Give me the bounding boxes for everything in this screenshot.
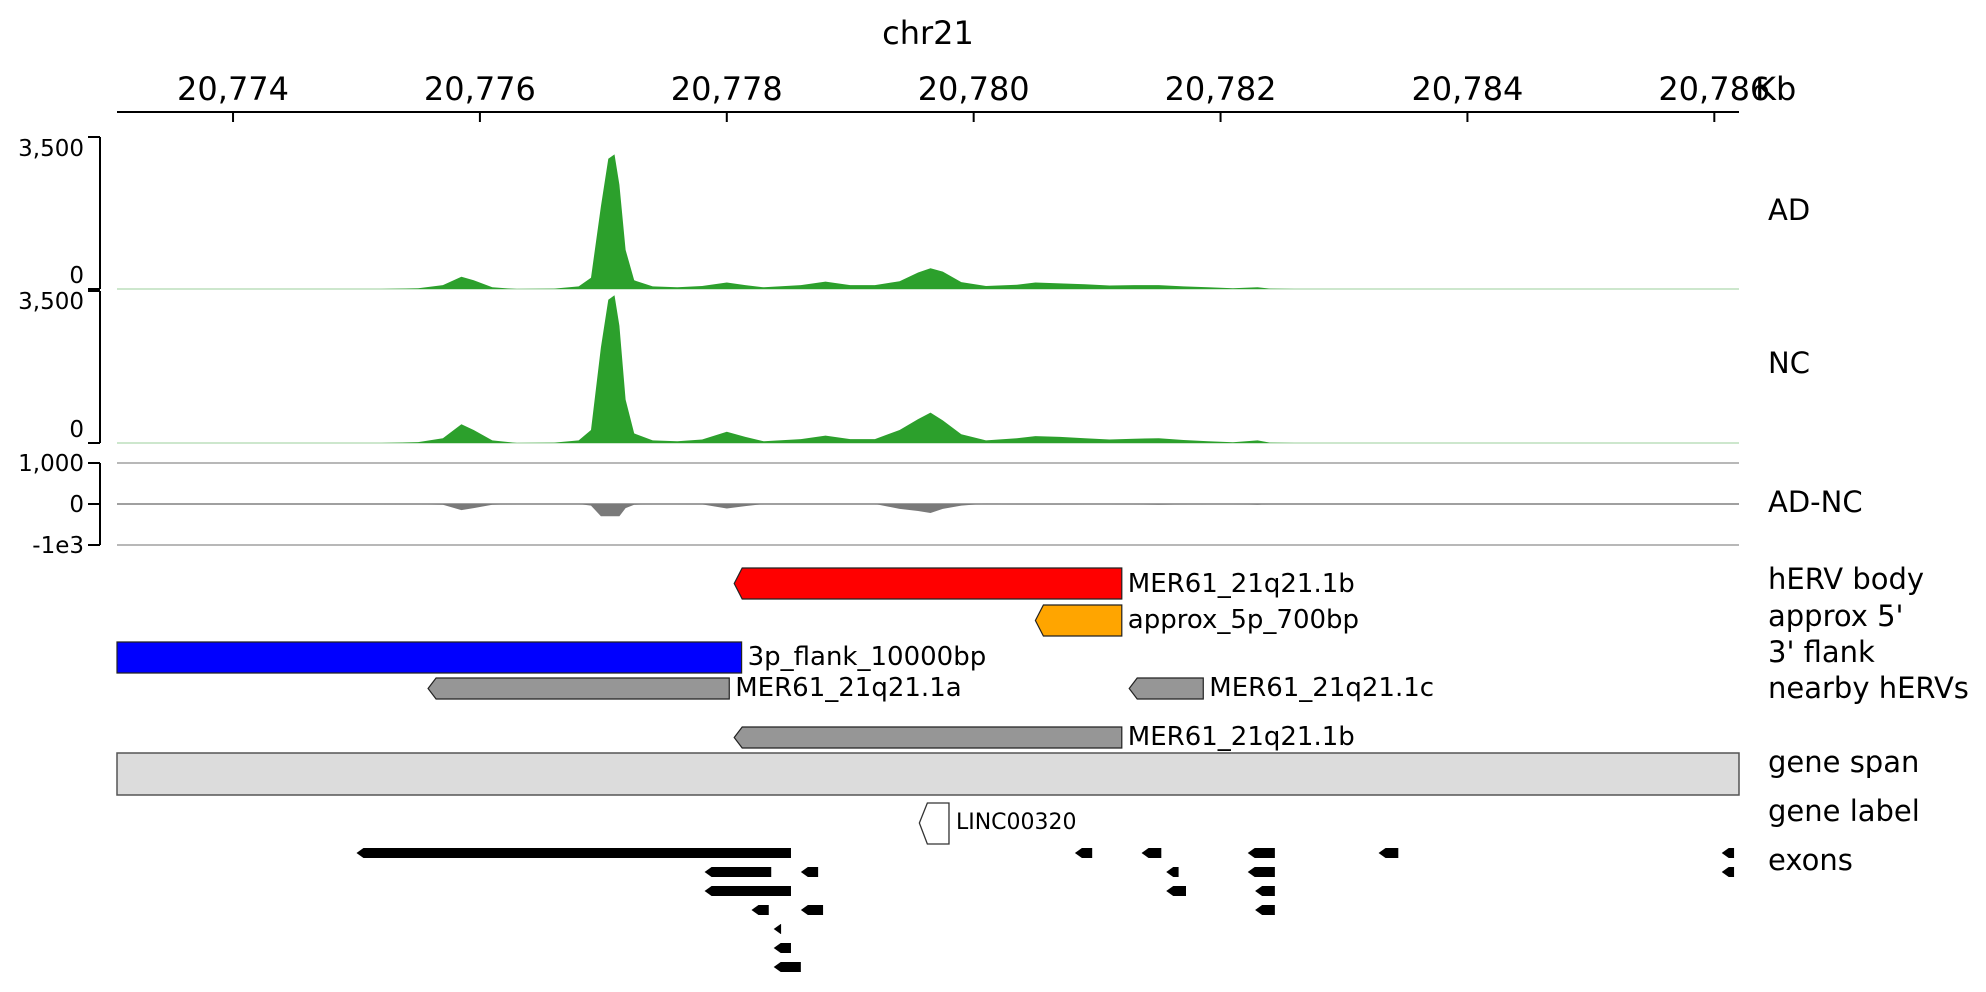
x-tick-label: 20,776 bbox=[424, 70, 536, 108]
herv-body-feature-label: MER61_21q21.1b bbox=[1128, 569, 1355, 599]
exon-block bbox=[751, 905, 769, 915]
exon-block bbox=[1247, 848, 1275, 858]
x-axis-unit: Kb bbox=[1755, 70, 1796, 108]
exon-block bbox=[773, 924, 782, 934]
nc-y-max-label: 3,500 bbox=[18, 289, 84, 315]
nearby-herv-feature-label: MER61_21q21.1b bbox=[1128, 722, 1355, 752]
diff-track-label: AD-NC bbox=[1768, 485, 1863, 519]
approx5-feature bbox=[1034, 604, 1123, 637]
exon-block bbox=[1166, 867, 1179, 877]
nc-coverage-area bbox=[117, 295, 1739, 443]
diff-coverage-area bbox=[117, 503, 1739, 517]
nearby-herv-feature-label: MER61_21q21.1a bbox=[735, 673, 961, 703]
exon-block bbox=[1378, 848, 1399, 858]
ad-track: 3,500 0 AD bbox=[18, 136, 1810, 290]
exon-block bbox=[704, 886, 791, 896]
flank3-feature bbox=[116, 641, 743, 674]
herv-body-track-label: hERV body bbox=[1768, 562, 1924, 596]
x-tick-label: 20,780 bbox=[918, 70, 1030, 108]
exon-block bbox=[1721, 848, 1735, 858]
exon-track bbox=[356, 848, 1735, 972]
x-tick-label: 20,786 bbox=[1658, 70, 1770, 108]
diff-y-mid-label: 0 bbox=[69, 492, 84, 518]
nc-track-label: NC bbox=[1768, 346, 1810, 380]
gene-label-track-label: gene label bbox=[1768, 794, 1920, 828]
exon-block bbox=[773, 962, 801, 972]
x-tick-label: 20,778 bbox=[671, 70, 783, 108]
approx5-track-label: approx 5' bbox=[1768, 599, 1904, 633]
exon-block bbox=[1074, 848, 1093, 858]
ad-y-max-label: 3,500 bbox=[18, 136, 84, 162]
exon-block bbox=[1247, 867, 1275, 877]
flank3-track-label: 3' flank bbox=[1768, 635, 1875, 669]
nc-y-min-label: 0 bbox=[69, 417, 84, 443]
diff-y-max-label: 1,000 bbox=[18, 451, 84, 477]
nearby-herv-feature bbox=[427, 677, 730, 700]
exon-block bbox=[1255, 905, 1275, 915]
diff-y-min-label: -1e3 bbox=[32, 533, 84, 559]
exon-block bbox=[1141, 848, 1162, 858]
gene-label-feature: LINC00320 bbox=[918, 802, 1077, 845]
herv-body-feature bbox=[733, 567, 1123, 600]
nc-track: 3,500 0 NC bbox=[18, 289, 1810, 444]
exon-block bbox=[1255, 886, 1275, 896]
exon-block bbox=[356, 848, 791, 858]
exon-block bbox=[704, 867, 772, 877]
nearby-herv-feature bbox=[1128, 677, 1204, 700]
exon-block bbox=[773, 943, 791, 953]
x-tick-label: 20,774 bbox=[177, 70, 289, 108]
exon-block bbox=[1166, 886, 1186, 896]
exons-track-label: exons bbox=[1768, 843, 1853, 877]
gene-span-track-label: gene span bbox=[1768, 745, 1919, 779]
ad-y-min-label: 0 bbox=[69, 263, 84, 289]
ad-coverage-area bbox=[117, 154, 1739, 289]
gene-name-label: LINC00320 bbox=[956, 810, 1077, 835]
exon-block bbox=[800, 905, 824, 915]
nearby-herv-track-label: nearby hERVs bbox=[1768, 671, 1969, 705]
nearby-herv-feature-label: MER61_21q21.1c bbox=[1209, 673, 1434, 703]
flank3-feature-label: 3p_flank_10000bp bbox=[748, 642, 987, 672]
gene-span-box bbox=[116, 752, 1740, 796]
exon-block bbox=[1721, 867, 1735, 877]
x-axis-ticks: 20,774 20,776 20,778 20,780 20,782 20,784 20,7… bbox=[177, 70, 1770, 122]
feature-tracks: MER61_21q21.1b approx_5p_700bp 3p_flank_10… bbox=[116, 567, 1434, 752]
exon-block bbox=[800, 867, 819, 877]
chromosome-title: chr21 bbox=[882, 14, 974, 52]
diff-track: 1,000 0 -1e3 AD-NC bbox=[18, 451, 1862, 559]
ad-track-label: AD bbox=[1768, 193, 1810, 227]
x-tick-label: 20,784 bbox=[1411, 70, 1523, 108]
approx5-feature-label: approx_5p_700bp bbox=[1128, 605, 1359, 635]
x-tick-label: 20,782 bbox=[1165, 70, 1277, 108]
gene-label-marker bbox=[918, 802, 950, 845]
nearby-herv-feature bbox=[733, 726, 1123, 749]
